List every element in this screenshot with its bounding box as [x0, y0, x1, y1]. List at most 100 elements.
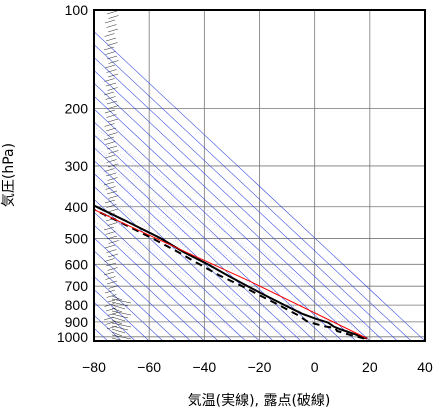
- wind-barb: [107, 267, 118, 271]
- wind-barb: [106, 69, 117, 73]
- mixing-ratio-lines: [94, 126, 385, 341]
- x-tick-label: −20: [248, 359, 272, 375]
- x-tick-label: 20: [362, 359, 378, 375]
- isotherm-line: [94, 57, 398, 341]
- wind-barb: [105, 307, 117, 312]
- wind-barb: [105, 127, 117, 132]
- wind-barb: [107, 87, 118, 91]
- isotherm-line: [94, 250, 191, 341]
- wind-barb: [111, 334, 132, 340]
- wind-barb: [107, 28, 119, 33]
- wind-barb: [106, 204, 117, 208]
- wind-barb: [105, 276, 116, 280]
- wind-barb: [106, 10, 118, 15]
- mixing-ratio-line: [94, 164, 327, 341]
- y-tick-label: 400: [65, 199, 89, 215]
- isotherm-line: [94, 95, 357, 341]
- wind-barb: [104, 33, 115, 37]
- wind-barb: [104, 303, 115, 307]
- wind-barb: [108, 15, 119, 19]
- wind-barb: [103, 316, 115, 321]
- y-tick-label: 300: [65, 158, 89, 174]
- wind-barb: [104, 168, 115, 172]
- isotherm-line: [94, 211, 233, 341]
- series-line: [94, 209, 368, 339]
- wind-barb: [106, 249, 117, 253]
- wind-barb: [104, 289, 116, 294]
- isotherm-line: [94, 108, 343, 341]
- isotherm-line: [94, 134, 315, 341]
- wind-barb: [103, 91, 115, 96]
- wind-barb: [104, 199, 116, 204]
- y-tick-label: 200: [65, 100, 89, 116]
- wind-barb: [111, 325, 129, 331]
- wind-barb: [106, 280, 118, 285]
- wind-barb: [111, 295, 123, 301]
- isotherm-line: [94, 44, 412, 341]
- y-tick-label: 700: [65, 278, 89, 294]
- isotherm-line: [94, 121, 329, 341]
- mixing-ratio-line: [94, 177, 307, 341]
- plot-frame: [93, 9, 426, 342]
- wind-barb: [108, 240, 119, 244]
- isotherm-line: [94, 82, 371, 341]
- wind-barb: [111, 319, 123, 325]
- wind-barb: [104, 258, 115, 262]
- wind-barb: [111, 328, 126, 334]
- wind-barb: [108, 150, 119, 154]
- isotherm-line: [94, 173, 274, 341]
- wind-barb: [107, 222, 118, 226]
- wind-barb: [105, 262, 117, 267]
- wind-barb: [103, 136, 115, 141]
- x-tick-labels: −80 −60 −40 −20 0 20 40: [82, 359, 433, 375]
- wind-barb: [111, 301, 129, 307]
- wind-barb: [105, 51, 116, 55]
- wind-barb: [106, 145, 118, 150]
- wind-barb: [107, 253, 119, 258]
- grid-lines: [94, 10, 425, 341]
- wind-barb: [106, 100, 118, 105]
- wind-barb: [106, 114, 117, 118]
- wind-barb: [103, 226, 115, 231]
- wind-barb: [104, 109, 116, 114]
- series-lines: [94, 204, 368, 340]
- wind-barb: [107, 73, 119, 78]
- series-line: [94, 204, 368, 340]
- wind-barb: [107, 163, 119, 168]
- isotherm-line: [94, 31, 425, 341]
- wind-barb: [106, 294, 117, 298]
- y-tick-label: 600: [65, 256, 89, 272]
- wind-barb: [111, 310, 132, 316]
- wind-barb: [111, 331, 123, 337]
- wind-barb: [104, 154, 116, 159]
- y-tick-label: 900: [65, 314, 89, 330]
- wind-barb: [105, 82, 117, 87]
- wind-barb: [107, 118, 119, 123]
- isotherm-line: [94, 237, 205, 341]
- x-axis-label: 気温(実線), 露点(破線): [188, 393, 331, 409]
- isotherm-line: [94, 224, 219, 341]
- x-tick-label: 0: [311, 359, 319, 375]
- x-tick-label: −40: [192, 359, 216, 375]
- isotherm-line: [94, 69, 384, 341]
- wind-barb: [105, 231, 116, 235]
- wind-barb: [106, 190, 118, 195]
- y-tick-label: 100: [65, 2, 89, 18]
- y-axis-label: 気圧(hPa): [1, 143, 17, 207]
- wind-barb: [105, 141, 116, 145]
- wind-barb: [104, 78, 115, 82]
- wind-barb: [103, 271, 115, 276]
- y-tick-label: 800: [65, 297, 89, 313]
- isotherm-line: [94, 185, 260, 341]
- isotherm-line: [94, 160, 288, 341]
- wind-barb: [105, 96, 116, 100]
- wind-barb: [106, 159, 117, 163]
- wind-barb: [108, 60, 119, 64]
- wind-barb: [103, 181, 115, 186]
- mixing-ratio-line: [94, 187, 293, 341]
- wind-barb: [107, 298, 119, 303]
- isotherm-line: [94, 198, 246, 341]
- wind-barb: [108, 195, 119, 199]
